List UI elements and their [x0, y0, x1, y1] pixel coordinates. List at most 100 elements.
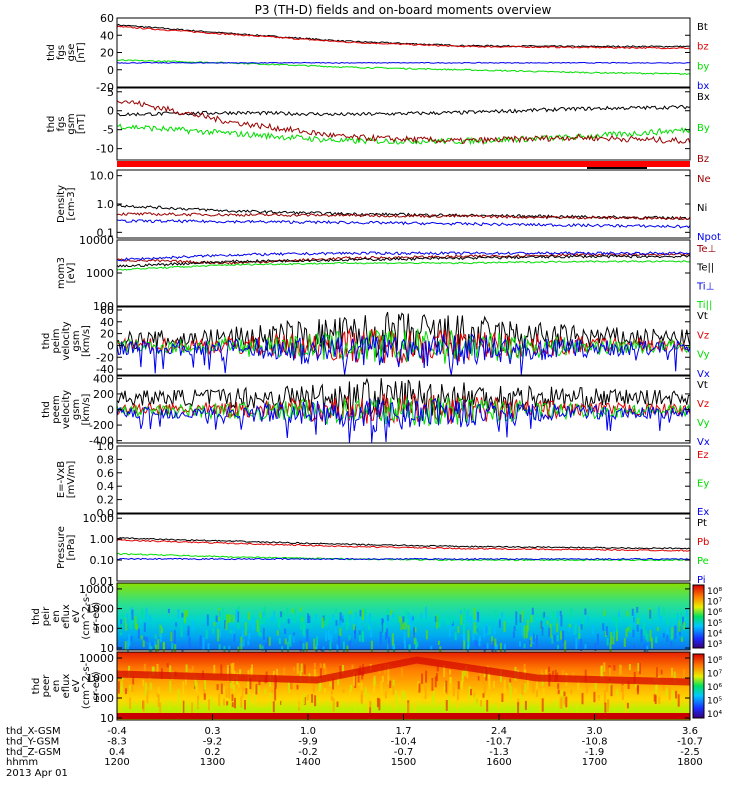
y-tick-label: 10000 — [79, 234, 114, 247]
y-axis-label: [nPa] — [66, 534, 77, 560]
y-tick-label: 20 — [100, 328, 114, 341]
colorbar-label: 10⁵ — [707, 619, 722, 629]
y-axis-label: thd — [46, 116, 57, 133]
legend-Ni: Ni — [697, 203, 707, 214]
y-tick-label: -5 — [103, 124, 114, 137]
y-axis-label: (cm^2-s- — [81, 593, 92, 640]
y-axis-label: gsm — [66, 113, 77, 134]
y-tick-label: -200 — [89, 419, 114, 432]
panel-frame — [116, 87, 691, 161]
colorbar-label: 10⁴ — [707, 629, 722, 639]
x-tick-label: 1.7 — [396, 726, 412, 737]
legend-Vz: Vz — [697, 330, 709, 341]
y-axis-label: thd — [31, 608, 42, 625]
colorbar-label: 10⁸ — [707, 587, 722, 597]
panel-frame — [116, 306, 691, 376]
legend-Pi: Pi — [697, 575, 706, 586]
series-Pt — [116, 537, 691, 550]
y-tick-label: 0.6 — [97, 467, 115, 480]
y-axis-label: velocity — [61, 321, 72, 360]
colorbar — [692, 653, 705, 719]
x-tick-label: 0.3 — [205, 726, 221, 737]
spectrogram-texture — [120, 606, 688, 658]
series-Bx — [116, 104, 691, 117]
x-tick-label: 2.4 — [491, 726, 507, 737]
legend-Vx: Vx — [697, 369, 710, 380]
y-tick-label: 0.0 — [97, 507, 115, 520]
x-tick-label: -1.9 — [585, 747, 605, 758]
y-axis-label: eV — [71, 610, 82, 623]
legend-Vy: Vy — [697, 418, 710, 429]
legend-Pb: Pb — [697, 537, 709, 548]
series-By — [116, 123, 691, 146]
series-Te|| — [116, 254, 691, 268]
y-tick-label: 200 — [93, 388, 114, 401]
y-tick-label: 10.0 — [90, 170, 115, 183]
series-Vy — [116, 396, 691, 426]
x-tick-label: -9.2 — [203, 737, 223, 748]
legend-Vx: Vx — [697, 437, 710, 448]
legend-bz: bz — [697, 42, 709, 53]
colorbar-label: 10³ — [707, 640, 722, 650]
y-tick-label: 5 — [107, 86, 114, 99]
y-axis-label: thd — [41, 333, 52, 350]
series-Vy — [116, 328, 690, 364]
x-row-label: thd_Z-GSM — [6, 747, 61, 758]
y-axis-label: peem — [51, 395, 62, 423]
series-Vz — [116, 328, 691, 366]
panel-2: 5 0 -5 -10 thd fgs gsm [nT] Bx By Bz — [46, 86, 710, 165]
legend-Bx: Bx — [697, 92, 710, 103]
y-tick-label: 0 — [107, 339, 114, 352]
legend-Bz: Bz — [697, 154, 709, 165]
panel-frame — [116, 17, 691, 88]
x-tick-label: -10.7 — [486, 737, 512, 748]
series-Pb — [116, 539, 691, 552]
y-axis-label: velocity — [61, 390, 72, 429]
y-axis-label: en — [51, 680, 62, 693]
x-tick-label: 1400 — [295, 757, 320, 768]
x-tick-label: -10.7 — [677, 737, 703, 748]
x-tick-label: 3.0 — [587, 726, 603, 737]
legend-Ez: Ez — [697, 450, 709, 461]
mode-bar — [117, 161, 690, 167]
panel-4: 10000 1000 100 mom3 [eV] Te⊥ Te|| Ti⊥ Ti|| — [56, 234, 716, 313]
series-Ti|| — [116, 260, 691, 271]
y-tick-label: -20 — [96, 351, 114, 364]
y-tick-label: 0 — [107, 404, 114, 417]
x-tick-label: -2.5 — [680, 747, 700, 758]
x-tick-label: 1500 — [391, 757, 416, 768]
y-tick-label: -40 — [96, 363, 114, 376]
y-tick-label: 0.2 — [97, 494, 115, 507]
x-axis-label: hhmm — [6, 757, 38, 768]
y-axis-label: eV — [71, 679, 82, 692]
x-tick-label: -10.8 — [582, 737, 608, 748]
mode-bar-mark — [587, 167, 647, 169]
colorbar-label: 10⁶ — [707, 608, 722, 618]
legend-Vy: Vy — [697, 350, 710, 361]
legend-Ey: Ey — [697, 479, 709, 490]
y-tick-label: 10000 — [79, 652, 114, 665]
y-axis-label: mom3 — [56, 257, 67, 289]
y-axis-label: Density — [56, 185, 67, 223]
y-axis-label: peer — [41, 674, 52, 698]
x-tick-label: -10.4 — [391, 737, 417, 748]
y-tick-label: 1000 — [86, 603, 114, 616]
series-bx — [116, 61, 691, 64]
y-axis-label: gsm — [71, 399, 82, 420]
x-tick-label: -9.9 — [298, 737, 318, 748]
series-Ne — [116, 212, 691, 221]
y-axis-label: [nT] — [76, 114, 87, 134]
legend-By: By — [697, 123, 710, 134]
y-tick-label: 40 — [100, 29, 114, 42]
colorbar-label: 10⁵ — [707, 697, 722, 707]
y-tick-label: -400 — [89, 435, 114, 448]
x-tick-label: 0.2 — [205, 747, 221, 758]
legend-by: by — [697, 61, 709, 72]
series-Vx — [116, 397, 691, 443]
y-axis-label: [km/s] — [81, 325, 92, 357]
colorbar-label: 10⁷ — [707, 670, 722, 680]
x-tick-label: -1.3 — [489, 747, 509, 758]
legend-Ne: Ne — [697, 174, 711, 185]
y-tick-label: 0.10 — [90, 554, 115, 567]
y-tick-label: 0.8 — [97, 453, 115, 466]
